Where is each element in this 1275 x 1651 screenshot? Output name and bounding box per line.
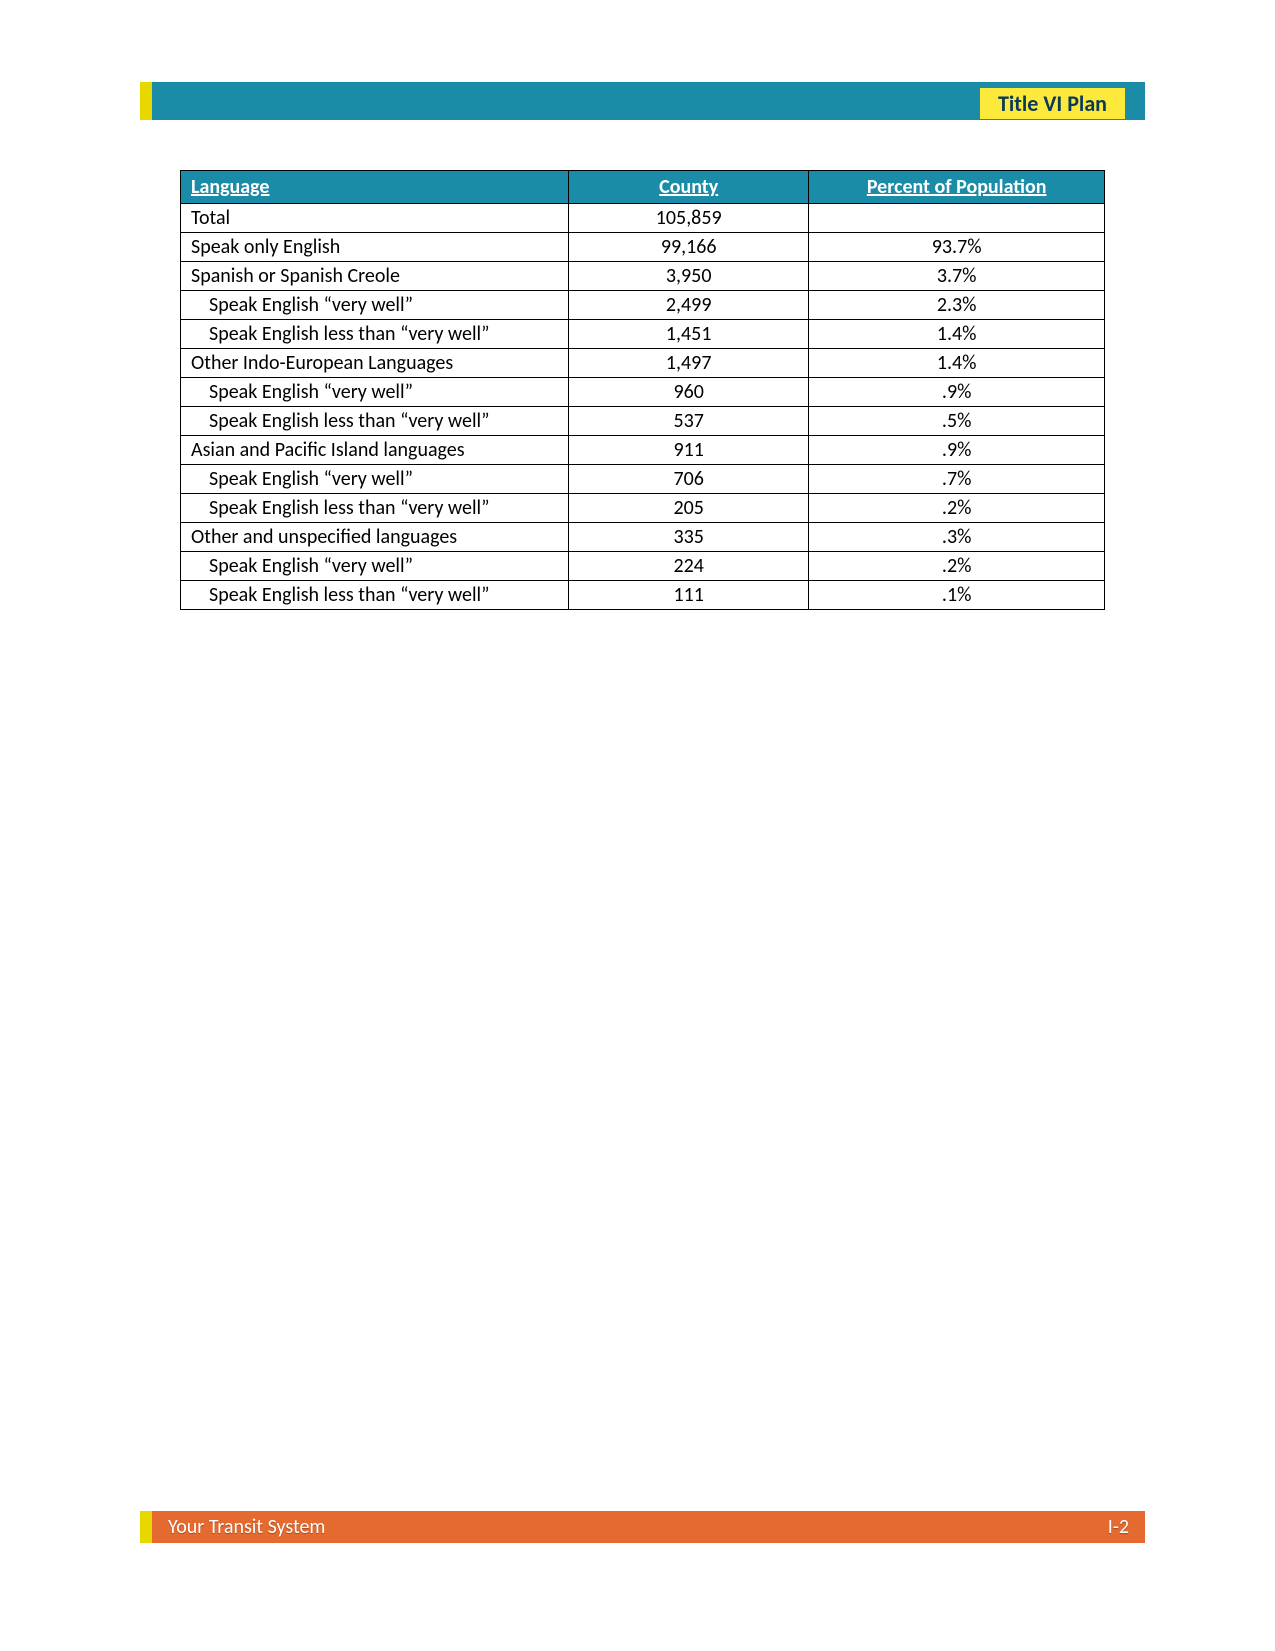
cell-county: 960 — [569, 378, 809, 407]
cell-language: Speak English “very well” — [181, 378, 569, 407]
cell-language: Speak English less than “very well” — [181, 581, 569, 610]
cell-percent: 93.7% — [809, 233, 1105, 262]
table-row: Speak English “very well”960.9% — [181, 378, 1105, 407]
table-body: Total105,859Speak only English99,16693.7… — [181, 204, 1105, 610]
table-row: Speak only English99,16693.7% — [181, 233, 1105, 262]
cell-language: Speak English “very well” — [181, 552, 569, 581]
header-title-text: Title VI Plan — [998, 90, 1107, 117]
cell-language: Speak English “very well” — [181, 291, 569, 320]
cell-language: Speak English less than “very well” — [181, 494, 569, 523]
cell-percent: .1% — [809, 581, 1105, 610]
cell-percent: 3.7% — [809, 262, 1105, 291]
table-row: Speak English less than “very well”111.1… — [181, 581, 1105, 610]
cell-percent: 2.3% — [809, 291, 1105, 320]
table-row: Speak English “very well”224.2% — [181, 552, 1105, 581]
language-table-container: Language County Percent of Population To… — [180, 170, 1105, 610]
table-row: Total105,859 — [181, 204, 1105, 233]
cell-language: Speak English less than “very well” — [181, 320, 569, 349]
table-row: Speak English “very well”706.7% — [181, 465, 1105, 494]
cell-county: 1,451 — [569, 320, 809, 349]
cell-percent: .2% — [809, 494, 1105, 523]
cell-language: Speak only English — [181, 233, 569, 262]
col-header-percent: Percent of Population — [809, 171, 1105, 204]
footer-orange-strip: Your Transit System I-2 — [152, 1511, 1145, 1543]
cell-county: 911 — [569, 436, 809, 465]
table-row: Speak English “very well”2,4992.3% — [181, 291, 1105, 320]
header-teal-strip: Title VI Plan — [152, 82, 1145, 120]
table-row: Other Indo-European Languages1,4971.4% — [181, 349, 1105, 378]
cell-percent: 1.4% — [809, 320, 1105, 349]
col-header-county: County — [569, 171, 809, 204]
cell-language: Total — [181, 204, 569, 233]
cell-county: 224 — [569, 552, 809, 581]
cell-percent — [809, 204, 1105, 233]
language-table: Language County Percent of Population To… — [180, 170, 1105, 610]
table-row: Spanish or Spanish Creole3,9503.7% — [181, 262, 1105, 291]
col-header-language: Language — [181, 171, 569, 204]
cell-county: 111 — [569, 581, 809, 610]
footer-page-number: I-2 — [1108, 1515, 1129, 1539]
cell-county: 706 — [569, 465, 809, 494]
table-row: Speak English less than “very well”205.2… — [181, 494, 1105, 523]
cell-language: Speak English less than “very well” — [181, 407, 569, 436]
cell-county: 99,166 — [569, 233, 809, 262]
cell-percent: .9% — [809, 378, 1105, 407]
footer-bar: Your Transit System I-2 — [140, 1511, 1145, 1543]
cell-language: Speak English “very well” — [181, 465, 569, 494]
cell-county: 105,859 — [569, 204, 809, 233]
cell-county: 2,499 — [569, 291, 809, 320]
cell-percent: .2% — [809, 552, 1105, 581]
cell-language: Other Indo-European Languages — [181, 349, 569, 378]
cell-county: 1,497 — [569, 349, 809, 378]
cell-language: Spanish or Spanish Creole — [181, 262, 569, 291]
cell-percent: .3% — [809, 523, 1105, 552]
table-row: Other and unspecified languages335.3% — [181, 523, 1105, 552]
cell-language: Asian and Pacific Island languages — [181, 436, 569, 465]
cell-percent: 1.4% — [809, 349, 1105, 378]
cell-percent: .5% — [809, 407, 1105, 436]
header-title-badge: Title VI Plan — [980, 88, 1125, 119]
cell-percent: .9% — [809, 436, 1105, 465]
table-row: Speak English less than “very well”537.5… — [181, 407, 1105, 436]
header-accent — [140, 82, 152, 120]
cell-county: 335 — [569, 523, 809, 552]
table-header-row: Language County Percent of Population — [181, 171, 1105, 204]
cell-language: Other and unspecified languages — [181, 523, 569, 552]
header-bar: Title VI Plan — [140, 82, 1145, 120]
cell-county: 3,950 — [569, 262, 809, 291]
footer-left-text: Your Transit System — [168, 1515, 325, 1539]
cell-county: 205 — [569, 494, 809, 523]
table-row: Asian and Pacific Island languages911.9% — [181, 436, 1105, 465]
cell-county: 537 — [569, 407, 809, 436]
footer-accent — [140, 1511, 152, 1543]
cell-percent: .7% — [809, 465, 1105, 494]
table-row: Speak English less than “very well”1,451… — [181, 320, 1105, 349]
